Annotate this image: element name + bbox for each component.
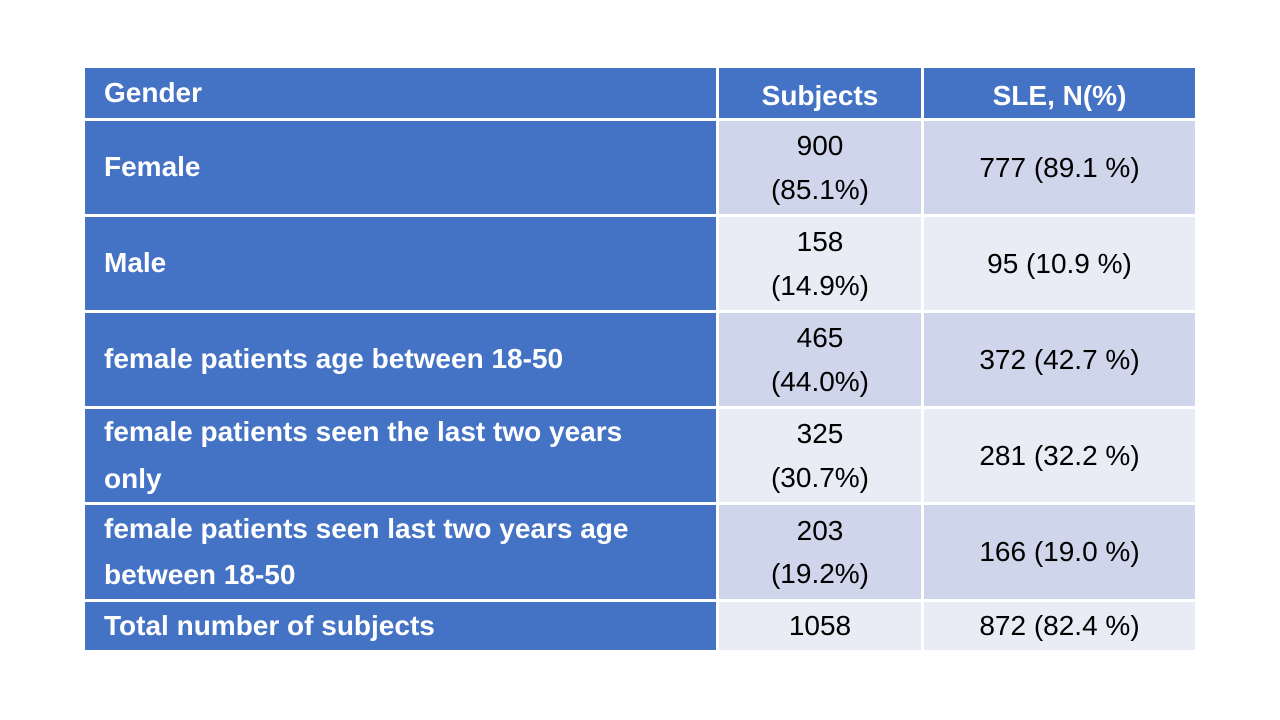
subjects-value-line2: (14.9%) bbox=[770, 269, 870, 301]
row-label-male: Male bbox=[85, 217, 716, 310]
sle-value: 372 (42.7 %) bbox=[979, 343, 1140, 375]
sle-cell: 777 (89.1 %) bbox=[924, 121, 1195, 214]
sle-cell: 372 (42.7 %) bbox=[924, 313, 1195, 406]
subjects-value-line1: 203 bbox=[796, 514, 844, 546]
subjects-cell: 158 (14.9%) bbox=[719, 217, 921, 310]
sle-value: 777 (89.1 %) bbox=[979, 151, 1140, 183]
subjects-value-line2: (30.7%) bbox=[770, 461, 870, 493]
subjects-cell: 900 (85.1%) bbox=[719, 121, 921, 214]
subjects-value-line1: 900 bbox=[796, 130, 844, 162]
row-label-total: Total number of subjects bbox=[85, 602, 716, 650]
header-sle: SLE, N(%) bbox=[924, 68, 1195, 118]
row-label-female: Female bbox=[85, 121, 716, 214]
subjects-value-line1: 465 bbox=[796, 322, 844, 354]
sle-value: 872 (82.4 %) bbox=[979, 610, 1140, 642]
header-subjects: Subjects bbox=[719, 68, 921, 118]
subjects-cell: 465 (44.0%) bbox=[719, 313, 921, 406]
sle-value: 95 (10.9 %) bbox=[987, 247, 1132, 279]
row-label-female-last-two-years-18-50: female patients seen last two years age … bbox=[85, 505, 716, 599]
subjects-value-line2: (19.2%) bbox=[770, 558, 870, 589]
subjects-cell: 325 (30.7%) bbox=[719, 409, 921, 502]
sle-value: 166 (19.0 %) bbox=[979, 536, 1140, 568]
subjects-value-line2: (85.1%) bbox=[770, 173, 870, 205]
subjects-table: Gender Subjects SLE, N(%) Female 900 (85… bbox=[85, 68, 1195, 650]
subjects-value-line1: 158 bbox=[796, 226, 844, 258]
subjects-value-line2: (44.0%) bbox=[770, 365, 870, 397]
sle-cell: 281 (32.2 %) bbox=[924, 409, 1195, 502]
subjects-value-line1: 1058 bbox=[788, 610, 852, 642]
subjects-cell: 1058 bbox=[719, 602, 921, 650]
subjects-cell: 203 (19.2%) bbox=[719, 505, 921, 599]
row-label-female-18-50: female patients age between 18-50 bbox=[85, 313, 716, 406]
sle-cell: 95 (10.9 %) bbox=[924, 217, 1195, 310]
row-label-female-last-two-years: female patients seen the last two years … bbox=[85, 409, 716, 502]
subjects-value-line1: 325 bbox=[796, 418, 844, 450]
sle-cell: 872 (82.4 %) bbox=[924, 602, 1195, 650]
header-gender: Gender bbox=[85, 68, 716, 118]
sle-value: 281 (32.2 %) bbox=[979, 439, 1140, 471]
sle-cell: 166 (19.0 %) bbox=[924, 505, 1195, 599]
